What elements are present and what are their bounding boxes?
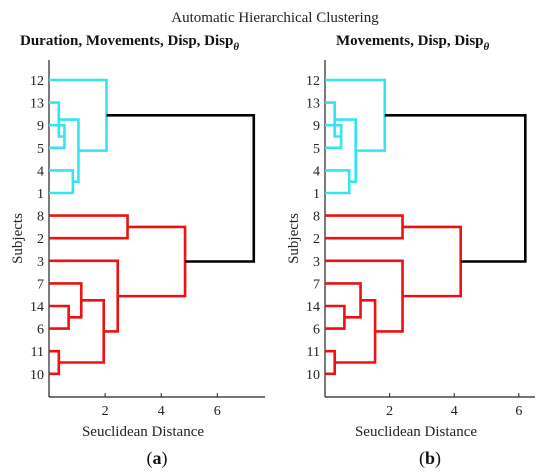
panel-label: (a) xyxy=(147,448,168,469)
leaf-label: 14 xyxy=(30,300,44,315)
x-tick-label: 6 xyxy=(214,404,221,419)
dendrogram-link xyxy=(325,169,351,195)
dendrogram-link xyxy=(325,304,346,330)
leaf-label: 2 xyxy=(37,232,44,247)
panel-label-close: ) xyxy=(435,448,441,469)
dendrogram-link xyxy=(49,78,108,152)
leaf-label: 2 xyxy=(313,232,320,247)
leaf-label: 11 xyxy=(307,345,320,360)
leaf-label: 7 xyxy=(313,277,320,292)
panel-title-main: Movements, Disp, Disp xyxy=(336,33,484,49)
y-axis-title: Subjects xyxy=(286,213,302,264)
leaf-label: 6 xyxy=(37,323,44,338)
panel-label: (b) xyxy=(419,448,441,469)
figure-suptitle: Automatic Hierarchical Clustering xyxy=(171,10,379,26)
panel-title-subscript: θ xyxy=(484,41,490,53)
dendrogram-link xyxy=(334,118,357,183)
dendrogram-link xyxy=(49,169,75,195)
panel-title: Duration, Movements, Disp, Dispθ xyxy=(20,33,239,53)
leaf-label: 1 xyxy=(37,187,44,202)
leaf-label: 13 xyxy=(306,97,320,112)
leaf-label: 12 xyxy=(306,74,320,89)
leaf-label: 12 xyxy=(30,74,44,89)
panel-label-open: ( xyxy=(419,448,425,469)
dendrogram-link xyxy=(49,349,61,376)
x-axis-title: Seuclidean Distance xyxy=(355,424,477,440)
leaf-label: 14 xyxy=(306,300,320,315)
dendrogram-link xyxy=(49,259,120,333)
y-axis-title: Subjects xyxy=(10,213,26,264)
leaf-label: 11 xyxy=(31,345,44,360)
dendrogram-link xyxy=(49,214,129,240)
dendrogram-link xyxy=(58,299,106,364)
leaf-label: 6 xyxy=(313,323,320,338)
leaf-label: 8 xyxy=(313,210,320,225)
panel-label-letter: a xyxy=(153,448,162,468)
leaf-label: 3 xyxy=(313,255,320,270)
leaf-label: 9 xyxy=(37,119,44,134)
leaf-label: 9 xyxy=(313,119,320,134)
leaf-label: 7 xyxy=(37,277,44,292)
dendrogram-link xyxy=(325,78,387,152)
leaf-label: 5 xyxy=(37,142,44,157)
dendrogram-link xyxy=(334,299,377,364)
x-tick-label: 4 xyxy=(158,404,165,419)
dendrogram-panel-b: Movements, Disp, Dispθ 2 4 6 12 13 9 5 4 1 8 2 3 7 14 6… xyxy=(286,33,535,469)
dendrogram-link xyxy=(58,118,80,183)
dendrogram-link xyxy=(49,304,70,330)
leaf-label: 4 xyxy=(313,164,320,179)
dendrogram-link xyxy=(325,259,404,333)
dendrogram-link xyxy=(325,282,362,319)
panel-title-subscript: θ xyxy=(233,41,239,53)
leaf-label: 1 xyxy=(313,187,320,202)
dendrogram-link xyxy=(384,114,527,263)
panel-label-letter: b xyxy=(425,448,435,468)
leaf-label: 5 xyxy=(313,142,320,157)
dendrogram-link xyxy=(402,225,462,298)
x-tick-label: 2 xyxy=(102,404,109,419)
x-tick-label: 4 xyxy=(451,404,458,419)
x-axis-title: Seuclidean Distance xyxy=(82,424,204,440)
dendrogram-link xyxy=(49,123,66,150)
leaf-label: 13 xyxy=(30,97,44,112)
leaf-label: 3 xyxy=(37,255,44,270)
x-tick-label: 2 xyxy=(386,404,393,419)
dendrogram-link xyxy=(325,214,404,240)
dendrogram-link xyxy=(106,114,256,263)
panel-label-close: ) xyxy=(162,448,168,469)
dendrogram-link xyxy=(325,349,336,376)
panel-title: Movements, Disp, Dispθ xyxy=(336,33,490,53)
panel-label-open: ( xyxy=(147,448,153,469)
panel-title-main: Duration, Movements, Disp, Disp xyxy=(20,33,233,49)
dendrogram-link xyxy=(325,101,342,138)
leaf-label: 8 xyxy=(37,210,44,225)
leaf-label: 10 xyxy=(306,368,320,383)
leaf-label: 4 xyxy=(37,164,44,179)
dendrogram-link xyxy=(325,123,343,150)
leaf-label: 10 xyxy=(30,368,44,383)
dendrogram-link xyxy=(49,282,83,319)
x-tick-label: 6 xyxy=(515,404,522,419)
